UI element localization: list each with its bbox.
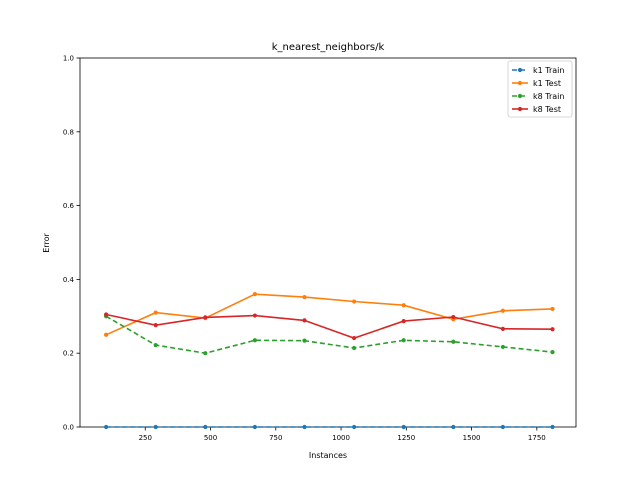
y-tick-label: 0.2 — [63, 350, 74, 358]
data-point-k8-test — [401, 318, 406, 324]
x-tick-label: 1250 — [397, 434, 415, 442]
data-point-k8-test — [352, 335, 357, 341]
legend-box — [507, 60, 573, 118]
y-axis-label: Error — [42, 233, 51, 253]
legend-label-k1-train: k1 Train — [533, 66, 564, 75]
data-point-k1-train — [104, 424, 109, 430]
legend-label-k8-train: k8 Train — [533, 92, 564, 101]
legend-marker-k1-train — [517, 67, 523, 73]
data-point-k8-train — [302, 338, 307, 343]
series-line-k8-test — [105, 313, 553, 339]
data-point-k8-test — [550, 327, 555, 332]
data-point-k8-test — [252, 313, 258, 318]
legend-marker-k8-test — [517, 106, 523, 112]
x-tick-label: 750 — [269, 434, 282, 442]
data-point-k8-test — [451, 314, 456, 320]
y-tick-label: 0.8 — [63, 128, 74, 136]
y-tick-label: 0.4 — [63, 276, 75, 284]
data-point-k8-train — [153, 342, 158, 348]
data-point-k1-test — [252, 292, 258, 297]
data-point-k8-train — [352, 345, 357, 351]
legend-marker-k1-test — [517, 80, 523, 86]
data-point-k1-test — [401, 303, 406, 308]
data-point-k8-test — [203, 315, 208, 320]
data-point-k8-test — [104, 312, 109, 317]
data-point-k8-test — [302, 318, 307, 323]
y-tick-label: 0.6 — [63, 202, 75, 210]
data-point-k8-train — [252, 338, 258, 343]
data-point-k1-test — [302, 295, 307, 300]
data-point-k8-train — [500, 344, 506, 350]
data-point-k8-train — [550, 349, 555, 355]
legend: k1 Train k1 Test k8 Train k8 Test — [507, 60, 573, 118]
plot-frame — [79, 57, 577, 428]
data-point-k1-test — [550, 306, 555, 312]
y-tick-label: 1.0 — [63, 55, 74, 63]
data-point-k1-train — [352, 424, 357, 430]
data-point-k1-train — [203, 424, 208, 430]
x-tick-label: 250 — [139, 434, 152, 442]
data-point-k1-train — [451, 424, 456, 430]
data-point-k1-test — [104, 332, 109, 337]
x-tick-label: 1500 — [463, 434, 481, 442]
y-tick-label: 0.0 — [63, 424, 74, 432]
legend-marker-k8-train — [517, 93, 523, 99]
data-point-k8-test — [153, 323, 158, 328]
x-tick-label: 1750 — [528, 434, 546, 442]
data-point-k1-train — [500, 424, 506, 430]
data-point-k8-train — [203, 351, 208, 356]
data-point-k1-test — [153, 310, 158, 315]
legend-label-k1-test: k1 Test — [533, 79, 561, 88]
data-point-k8-train — [451, 339, 456, 344]
data-point-k8-test — [500, 326, 506, 331]
data-point-k1-train — [252, 424, 258, 430]
data-point-k1-train — [302, 424, 307, 430]
x-axis-label: Instances — [309, 451, 347, 460]
data-point-k1-test — [500, 308, 506, 313]
x-tick-label: 500 — [204, 434, 217, 442]
legend-label-k8-test: k8 Test — [533, 105, 561, 114]
plot-area: 250 500 750 1000 1250 1500 1750 0.0 0.2 0.4 0.6 0.8… — [63, 55, 577, 442]
series-line-k1-test — [105, 293, 553, 336]
data-point-k1-test — [352, 299, 357, 304]
data-point-k1-train — [153, 424, 158, 430]
data-point-k1-train — [550, 424, 555, 430]
series-line-k8-train — [105, 315, 553, 355]
data-point-k8-train — [401, 338, 406, 343]
chart-title: k_nearest_neighbors/k — [272, 42, 385, 53]
data-point-k1-train — [401, 424, 406, 430]
x-tick-label: 1000 — [332, 434, 350, 442]
